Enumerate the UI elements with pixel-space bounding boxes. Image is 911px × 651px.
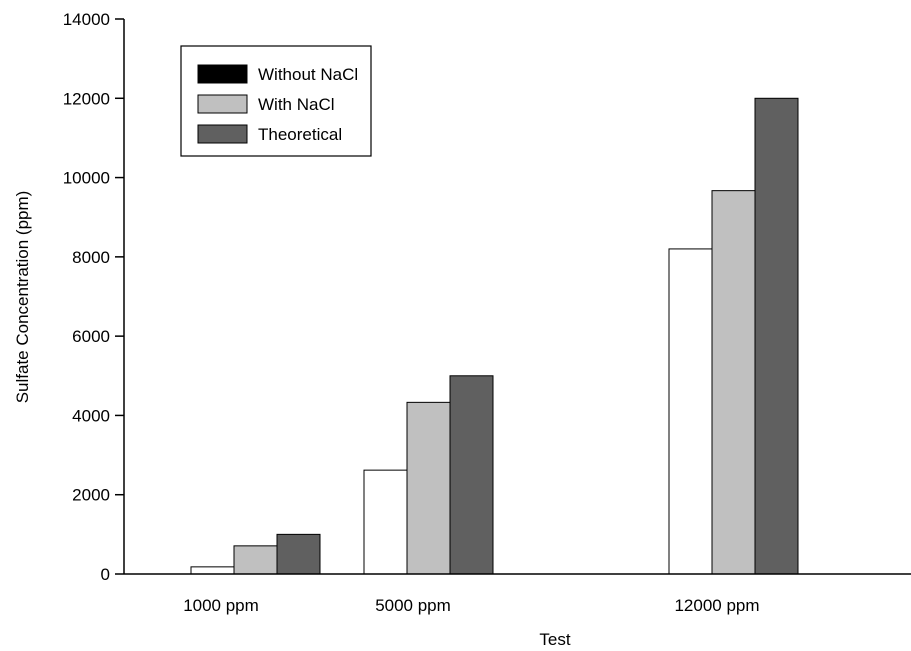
x-tick-label: 12000 ppm bbox=[674, 596, 759, 615]
y-axis-title: Sulfate Concentration (ppm) bbox=[13, 191, 32, 404]
legend-label: Without NaCl bbox=[258, 65, 358, 84]
bar-with-nacl-1 bbox=[406, 401, 451, 575]
legend-label: Theoretical bbox=[258, 125, 342, 144]
y-tick-label: 4000 bbox=[72, 406, 110, 425]
y-tick-label: 2000 bbox=[72, 486, 110, 505]
x-tick-label: 1000 ppm bbox=[183, 596, 259, 615]
bar-without-nacl-1 bbox=[363, 469, 408, 575]
y-ticks-group: 0 2000 4000 6000 8000 10000 12000 14000 bbox=[63, 10, 124, 584]
legend: Without NaCl With NaCl Theoretical bbox=[180, 45, 372, 157]
bar-theoretical-2 bbox=[754, 97, 799, 575]
bar-with-nacl-2 bbox=[711, 190, 756, 575]
bars-group bbox=[190, 97, 799, 575]
y-tick-label: 0 bbox=[101, 565, 110, 584]
bar-without-nacl-2 bbox=[668, 248, 713, 575]
x-tick-label: 5000 ppm bbox=[375, 596, 451, 615]
axes-group bbox=[123, 19, 911, 575]
legend-swatch bbox=[197, 64, 248, 84]
x-ticks-group: 1000 ppm 5000 ppm 12000 ppm bbox=[183, 596, 759, 615]
y-tick-label: 14000 bbox=[63, 10, 110, 29]
legend-swatch bbox=[197, 124, 248, 144]
y-tick-label: 6000 bbox=[72, 327, 110, 346]
y-tick-label: 10000 bbox=[63, 169, 110, 188]
y-tick-label: 8000 bbox=[72, 248, 110, 267]
y-tick-label: 12000 bbox=[63, 89, 110, 108]
x-axis-title: Test bbox=[539, 630, 570, 649]
bar-with-nacl-0 bbox=[233, 545, 278, 575]
legend-swatch bbox=[197, 94, 248, 114]
bar-without-nacl-0 bbox=[190, 566, 235, 575]
bar-theoretical-1 bbox=[449, 375, 494, 575]
legend-label: With NaCl bbox=[258, 95, 335, 114]
bar-theoretical-0 bbox=[276, 533, 321, 575]
